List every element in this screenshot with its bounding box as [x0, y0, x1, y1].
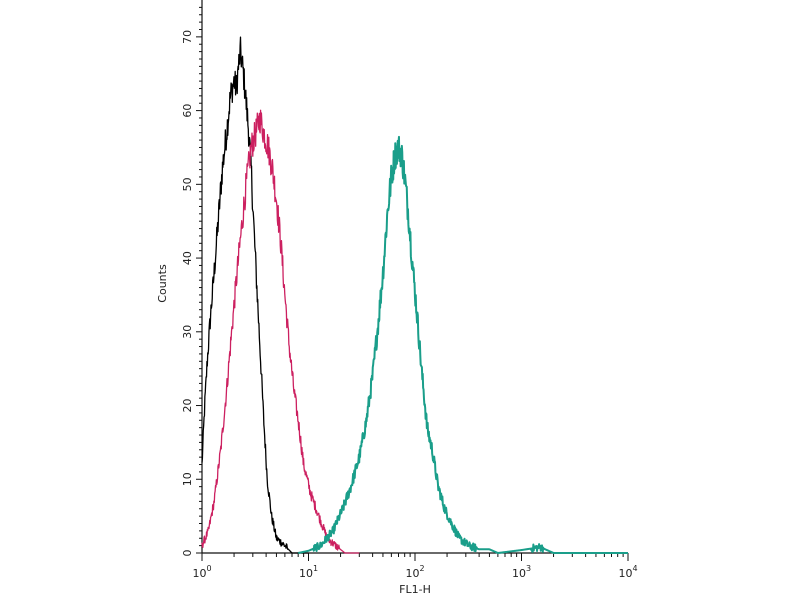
y-tick-label: 20 — [181, 399, 194, 413]
y-tick-label: 50 — [181, 177, 194, 191]
y-tick-label: 60 — [181, 104, 194, 118]
series-line-1 — [201, 36, 309, 554]
y-tick-label: 30 — [181, 325, 194, 339]
series-layer — [201, 36, 629, 554]
x-tick-label: 103 — [512, 564, 531, 580]
x-tick-label: 104 — [618, 564, 637, 580]
y-tick-label: 0 — [181, 550, 194, 557]
y-tick-label: 70 — [181, 30, 194, 44]
series-line-2 — [201, 109, 360, 554]
series-line-3 — [297, 135, 629, 554]
x-tick-label: 100 — [192, 564, 211, 580]
x-axis-label: FL1-H — [399, 583, 431, 596]
axes — [196, 0, 629, 561]
labels: 0 10 20 30 40 50 60 70 100 101 102 103 104 FL1-H Count… — [156, 30, 638, 596]
x-tick-label: 102 — [405, 564, 424, 580]
x-tick-label: 101 — [299, 564, 318, 580]
y-tick-label: 40 — [181, 251, 194, 265]
y-axis-label: Counts — [156, 264, 169, 303]
y-tick-label: 10 — [181, 472, 194, 486]
